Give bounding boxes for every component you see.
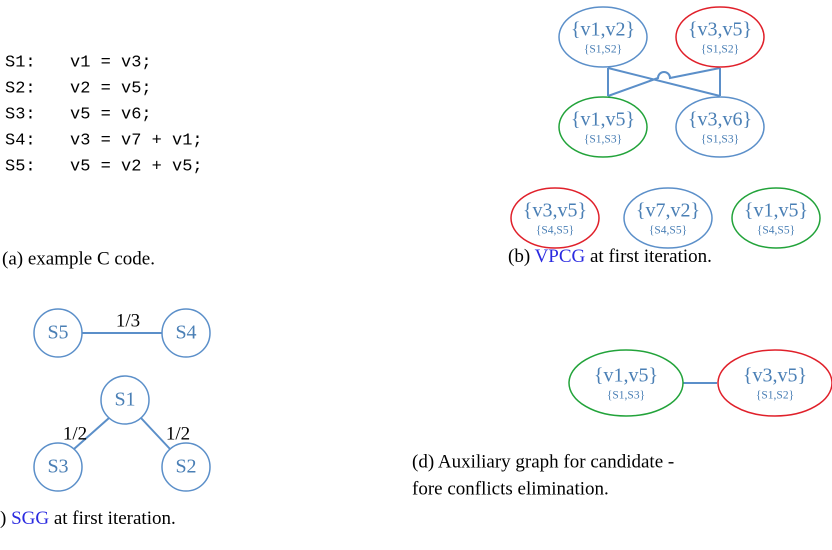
node-sub: {S1,S2}	[584, 44, 622, 56]
node-label: {v1,v5}	[571, 109, 635, 131]
node	[568, 349, 684, 417]
node	[558, 96, 648, 158]
node-sub: {S1,S3}	[584, 134, 622, 146]
node-label: S1	[114, 389, 135, 411]
code-label: S1:	[5, 53, 36, 72]
caption-d: (d) Auxiliary graph for candidate -	[412, 451, 674, 472]
code-stmt: v2 = v5;	[70, 79, 152, 98]
caption-c: ) SGG at first iteration.	[0, 508, 176, 529]
node-label: {v3,v5}	[688, 19, 752, 41]
edge-label: 1/2	[166, 423, 190, 444]
node-label: S2	[175, 456, 196, 478]
node	[510, 187, 600, 249]
code-stmt: v1 = v3;	[70, 53, 152, 72]
caption-part: )	[0, 508, 11, 529]
node-label: {v1,v5}	[594, 365, 658, 387]
node	[33, 308, 83, 358]
node-sub: {S1,S2}	[701, 44, 739, 56]
caption-part: (b)	[508, 246, 535, 267]
node-sub: {S4,S5}	[536, 225, 574, 237]
node-sub: {S1,S3}	[701, 134, 739, 146]
caption-d: fore conflicts elimination.	[412, 478, 609, 499]
node	[623, 187, 713, 249]
node	[100, 375, 150, 425]
caption-part: at first iteration.	[585, 246, 712, 267]
caption-part: at first iteration.	[49, 508, 176, 529]
code-label: S2:	[5, 79, 36, 98]
code-stmt: v3 = v7 + v1;	[70, 131, 203, 150]
node	[161, 308, 211, 358]
node-label: {v1,v2}	[571, 19, 635, 41]
node	[33, 442, 83, 492]
edge-label: 1/2	[63, 423, 87, 444]
node-label: S4	[175, 322, 196, 344]
node-label: {v3,v6}	[688, 109, 752, 131]
node-sub: {S4,S5}	[649, 225, 687, 237]
node-sub: {S1,S2}	[756, 390, 794, 402]
edge	[73, 417, 110, 450]
code-label: S3:	[5, 105, 36, 124]
code-stmt: v5 = v6;	[70, 105, 152, 124]
node-label: S3	[47, 456, 68, 478]
node	[717, 349, 832, 417]
caption-link: VPCG	[535, 246, 586, 267]
code-stmt: v5 = v2 + v5;	[70, 157, 203, 176]
edge-label: 1/3	[116, 310, 140, 331]
edge	[607, 67, 721, 97]
node-sub: {S1,S3}	[607, 390, 645, 402]
node	[161, 442, 211, 492]
node-label: S5	[47, 322, 68, 344]
node-label: {v3,v5}	[523, 200, 587, 222]
edge	[140, 417, 171, 450]
caption-b: (b) VPCG at first iteration.	[508, 246, 712, 267]
node-sub: {S4,S5}	[757, 225, 795, 237]
caption-a: (a) example C code.	[2, 248, 155, 269]
code-label: S4:	[5, 131, 36, 150]
node	[675, 96, 765, 158]
node-label: {v3,v5}	[743, 365, 807, 387]
caption-link: SGG	[11, 508, 49, 529]
node	[731, 187, 821, 249]
node	[558, 6, 648, 68]
node-label: {v7,v2}	[636, 200, 700, 222]
code-label: S5:	[5, 157, 36, 176]
node-label: {v1,v5}	[744, 200, 808, 222]
node	[675, 6, 765, 68]
